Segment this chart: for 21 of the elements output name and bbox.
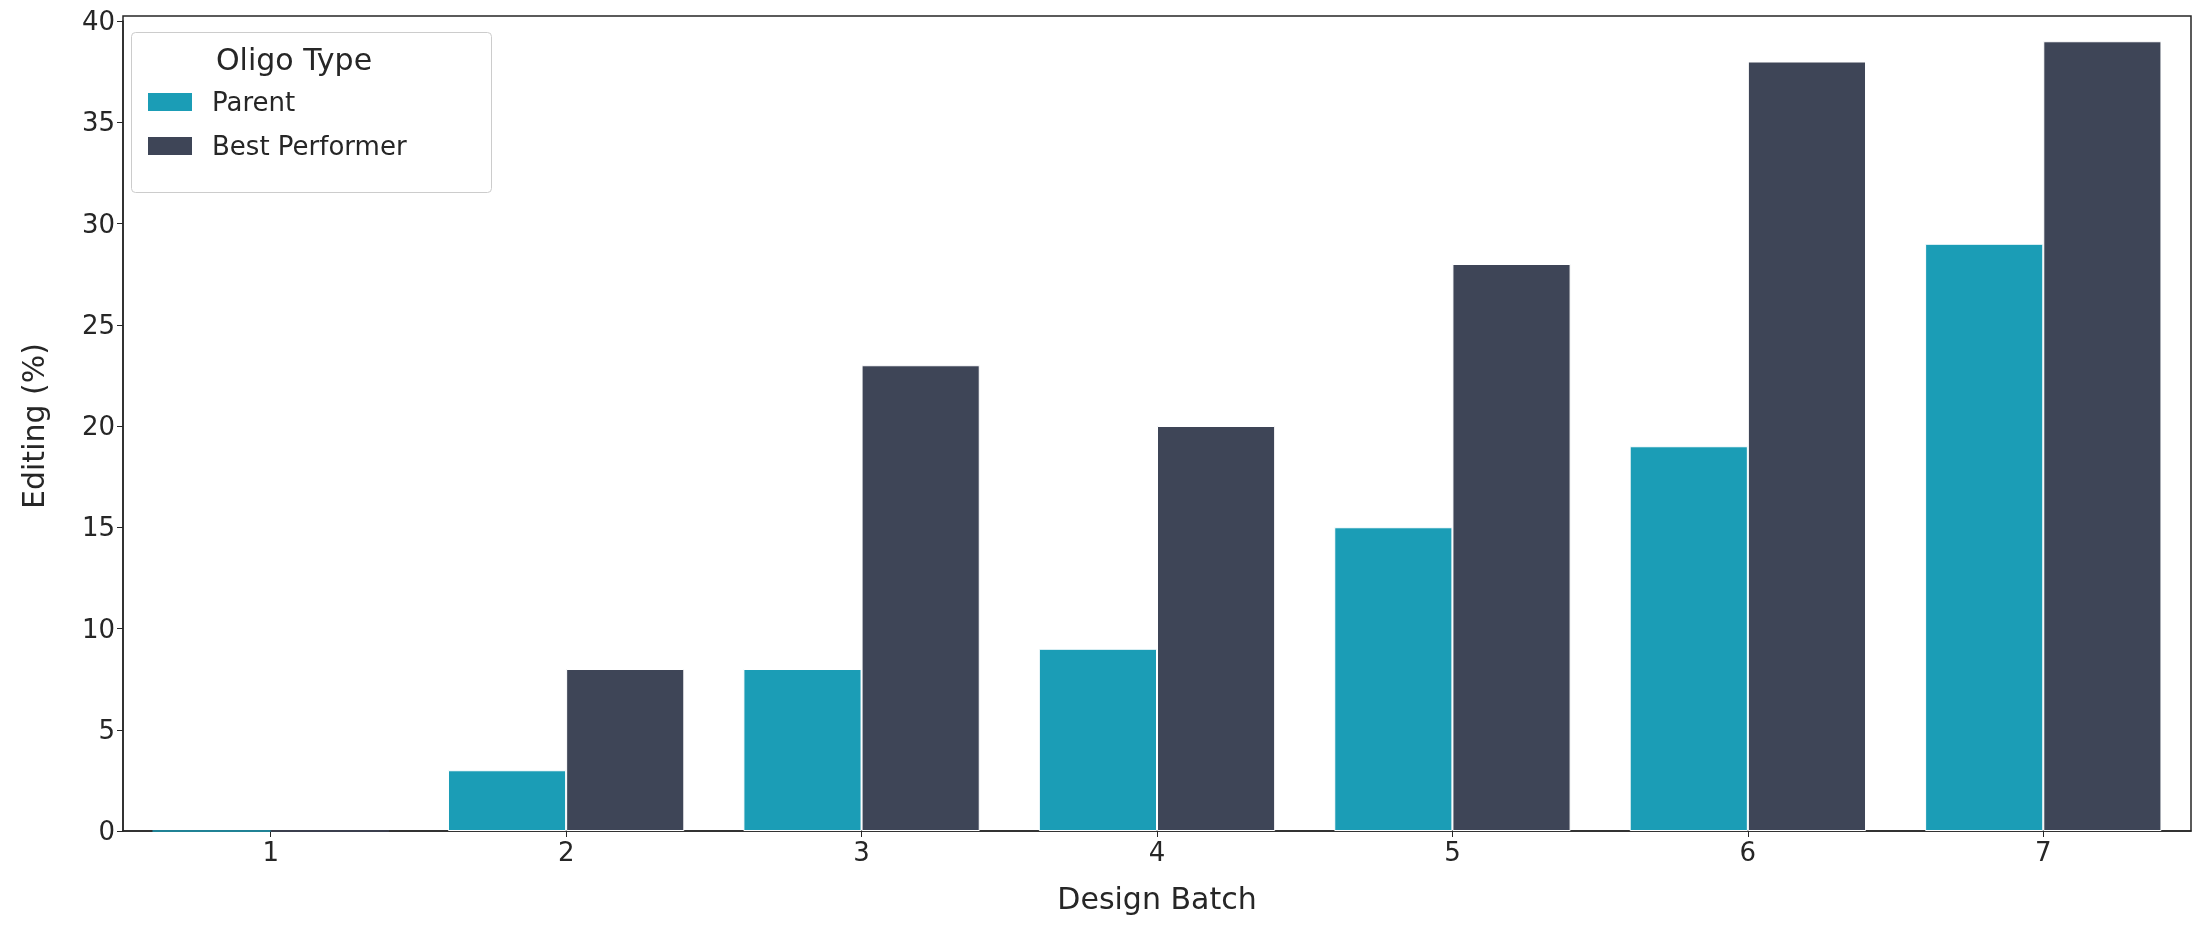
y-tick-label: 20 bbox=[81, 411, 115, 441]
y-tick-label: 35 bbox=[81, 107, 115, 138]
y-tick-label: 40 bbox=[81, 6, 115, 36]
y-tick-label: 5 bbox=[98, 714, 115, 745]
y-tick-label: 25 bbox=[81, 309, 115, 340]
legend-title: Oligo Type bbox=[216, 41, 373, 77]
y-axis-title: Editing (%) bbox=[15, 343, 51, 509]
y-tick-label: 30 bbox=[81, 208, 115, 239]
x-axis-title: Design Batch bbox=[1057, 880, 1257, 916]
y-tick-label: 15 bbox=[81, 512, 115, 543]
legend-label: Best Performer bbox=[212, 131, 407, 161]
x-tick-label: 6 bbox=[1739, 837, 1757, 867]
x-tick-label: 1 bbox=[262, 837, 279, 867]
y-tick-label: 10 bbox=[81, 613, 115, 644]
x-tick-label: 2 bbox=[557, 837, 575, 867]
y-tick-label: 0 bbox=[98, 816, 115, 846]
legend-label: Parent bbox=[212, 87, 296, 117]
x-tick-label: 5 bbox=[1444, 837, 1461, 867]
x-tick-label: 4 bbox=[1148, 837, 1166, 867]
x-tick-label: 7 bbox=[2035, 837, 2052, 867]
x-tick-label: 3 bbox=[853, 837, 870, 867]
